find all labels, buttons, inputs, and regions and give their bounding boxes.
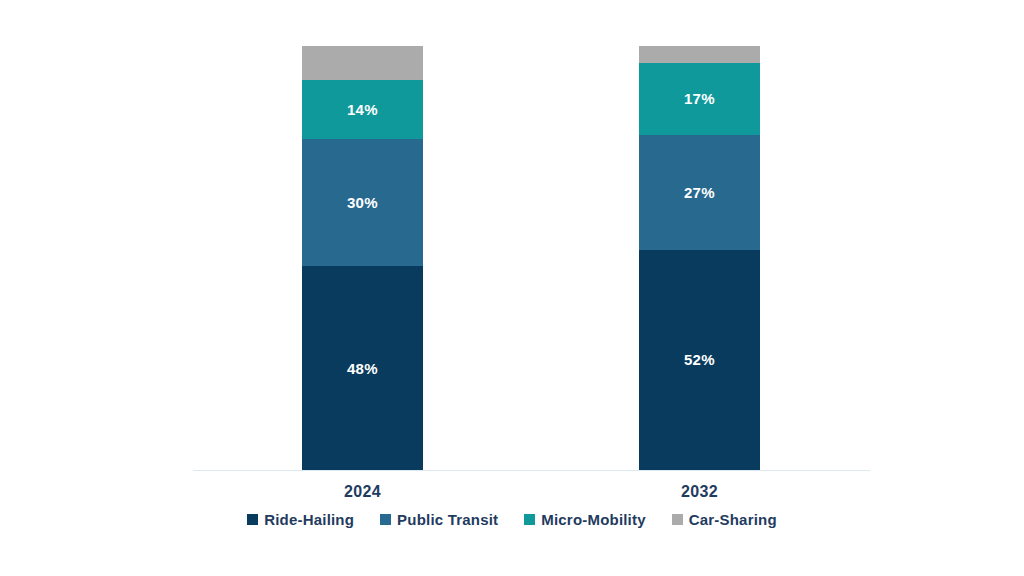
stacked-bar-2032: 17% 27% 52%: [639, 46, 760, 470]
bar-segment-ride-hailing: 52%: [639, 250, 760, 470]
x-axis-label-2024: 2024: [302, 483, 423, 501]
legend-item-public-transit: Public Transit: [380, 511, 498, 528]
segment-value-label: 52%: [684, 351, 715, 368]
bar-segment-micro-mobility: 14%: [302, 80, 423, 139]
bar-segment-micro-mobility: 17%: [639, 63, 760, 135]
legend: Ride-Hailing Public Transit Micro-Mobility…: [0, 511, 1024, 528]
legend-swatch-public-transit: [380, 514, 391, 525]
legend-item-ride-hailing: Ride-Hailing: [247, 511, 354, 528]
legend-swatch-ride-hailing: [247, 514, 258, 525]
bar-segment-public-transit: 27%: [639, 135, 760, 249]
legend-item-car-sharing: Car-Sharing: [672, 511, 777, 528]
legend-label: Micro-Mobility: [541, 511, 645, 528]
segment-value-label: 48%: [347, 360, 378, 377]
legend-label: Ride-Hailing: [264, 511, 354, 528]
segment-value-label: 14%: [347, 101, 378, 118]
legend-swatch-car-sharing: [672, 514, 683, 525]
bar-segment-car-sharing: [639, 46, 760, 63]
bar-segment-car-sharing: [302, 46, 423, 80]
legend-label: Public Transit: [397, 511, 498, 528]
legend-swatch-micro-mobility: [524, 514, 535, 525]
segment-value-label: 27%: [684, 184, 715, 201]
bar-segment-ride-hailing: 48%: [302, 266, 423, 470]
bar-segment-public-transit: 30%: [302, 139, 423, 266]
x-axis-line: [193, 470, 870, 471]
chart-canvas: 14% 30% 48% 17% 27% 52% 2024 2032 Ride-Hailin…: [0, 0, 1024, 576]
segment-value-label: 17%: [684, 90, 715, 107]
stacked-bar-2024: 14% 30% 48%: [302, 46, 423, 470]
x-axis-label-2032: 2032: [639, 483, 760, 501]
legend-item-micro-mobility: Micro-Mobility: [524, 511, 645, 528]
legend-label: Car-Sharing: [689, 511, 777, 528]
segment-value-label: 30%: [347, 194, 378, 211]
